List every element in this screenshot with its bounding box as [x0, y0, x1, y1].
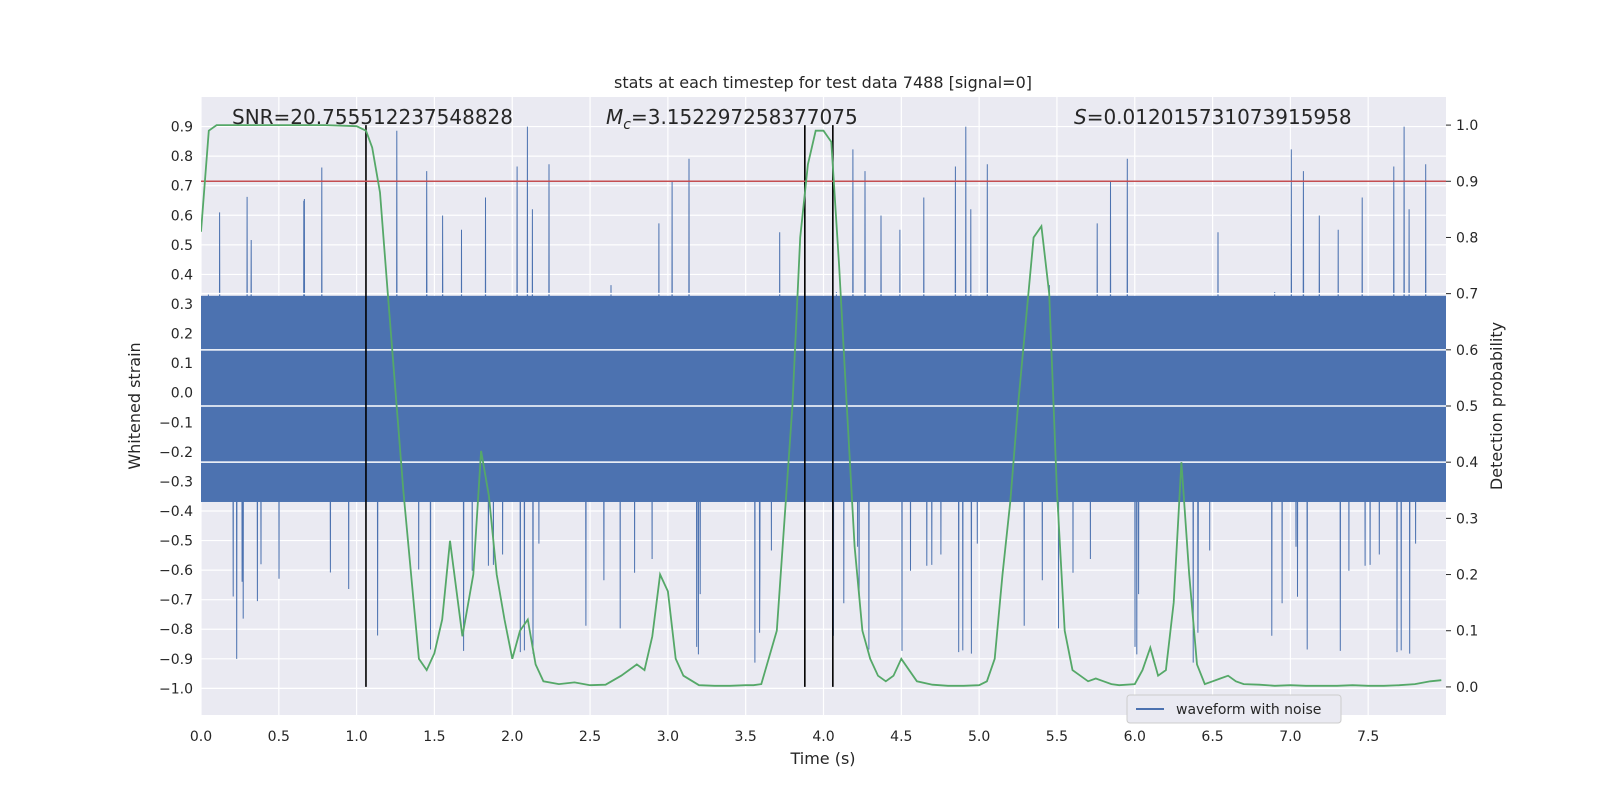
- x-tick-label: 3.0: [657, 729, 679, 745]
- snr-annotation: SNR=20.755512237548828: [232, 105, 513, 129]
- x-tick-label: 1.5: [423, 729, 445, 745]
- detection-probability-line: [201, 124, 1442, 687]
- y-tick-label: −0.6: [159, 563, 193, 579]
- waveform-with-noise: [201, 126, 1446, 663]
- y2-tick-label: 0.5: [1456, 399, 1478, 415]
- x-tick-label: 2.5: [579, 729, 601, 745]
- x-tick-label: 0.0: [190, 729, 212, 745]
- y2-tick-label: 0.1: [1456, 624, 1478, 640]
- waveform-core: [201, 295, 1446, 502]
- x-axis-label: Time (s): [789, 749, 855, 768]
- y-tick-labels: 0.9 0.8 0.7 0.6 0.5 0.4 0.3 0.2 0.1 0.0 −0.1 −0.2 −0…: [159, 120, 193, 698]
- y-tick-label: −0.8: [159, 622, 193, 638]
- legend-label: waveform with noise: [1176, 702, 1321, 718]
- y2-axis-label: Detection probability: [1487, 322, 1506, 490]
- x-tick-label: 6.5: [1201, 729, 1223, 745]
- x-tick-label: 4.0: [812, 729, 834, 745]
- y-tick-label: 0.0: [171, 386, 193, 402]
- y-tick-label: −0.2: [159, 445, 193, 461]
- y-tick-label: 0.8: [171, 149, 193, 165]
- x-tick-label: 7.5: [1357, 729, 1379, 745]
- y2-tick-label: 1.0: [1456, 118, 1478, 134]
- y-tick-label: 0.4: [171, 267, 193, 283]
- x-tick-label: 2.0: [501, 729, 523, 745]
- y2-tick-label: 0.7: [1456, 287, 1478, 303]
- legend-box: [1126, 694, 1342, 724]
- y-tick-label: −0.1: [159, 415, 193, 431]
- y2-tick-label: 0.0: [1456, 680, 1478, 696]
- y-tick-label: −0.9: [159, 652, 193, 668]
- y-tick-label: −0.5: [159, 534, 193, 550]
- y2-tick-labels: 1.0 0.9 0.8 0.7 0.6 0.5 0.4 0.3 0.2 0.1 0.0: [1446, 118, 1478, 696]
- y-tick-label: −1.0: [159, 681, 193, 697]
- chart-title: stats at each timestep for test data 748…: [614, 73, 1032, 92]
- x-tick-label: 6.0: [1124, 729, 1146, 745]
- x-tick-label: 5.0: [968, 729, 990, 745]
- y-tick-label: −0.3: [159, 474, 193, 490]
- y2-tick-label: 0.9: [1456, 174, 1478, 190]
- y-tick-label: 0.5: [171, 238, 193, 254]
- y2-tick-label: 0.6: [1456, 343, 1478, 359]
- y-tick-label: 0.9: [171, 120, 193, 136]
- y2-tick-label: 0.2: [1456, 568, 1478, 584]
- y-tick-label: 0.2: [171, 327, 193, 343]
- right-axis-gridlines: [201, 292, 1446, 463]
- x-tick-label: 0.5: [268, 729, 290, 745]
- mc-annotation: Mc=3.152297258377075: [606, 105, 858, 133]
- y2-tick-label: 0.4: [1456, 455, 1478, 471]
- y-tick-label: 0.6: [171, 208, 193, 224]
- vertical-markers: [365, 125, 834, 687]
- y2-tick-label: 0.3: [1456, 511, 1478, 527]
- y-tick-label: −0.4: [159, 504, 193, 520]
- x-tick-labels: 0.0 0.5 1.0 1.5 2.0 2.5 3.0 3.5 4.0 4.5 5.0 5.5 6.0 6…: [190, 729, 1379, 745]
- x-tick-label: 1.0: [345, 729, 367, 745]
- y-tick-label: −0.7: [159, 593, 193, 609]
- y-tick-label: 0.1: [171, 356, 193, 372]
- y2-tick-label: 0.8: [1456, 230, 1478, 246]
- y-tick-label: 0.7: [171, 179, 193, 195]
- x-tick-label: 3.5: [735, 729, 757, 745]
- y-axis-label: Whitened strain: [125, 342, 144, 469]
- detection-probability-series: [201, 124, 1442, 687]
- legend: waveform with noise: [1126, 694, 1342, 724]
- s-annotation: S=0.012015731073915958: [1074, 105, 1352, 129]
- x-tick-label: 5.5: [1046, 729, 1068, 745]
- x-tick-label: 4.5: [890, 729, 912, 745]
- x-tick-label: 7.0: [1279, 729, 1301, 745]
- y-tick-label: 0.3: [171, 297, 193, 313]
